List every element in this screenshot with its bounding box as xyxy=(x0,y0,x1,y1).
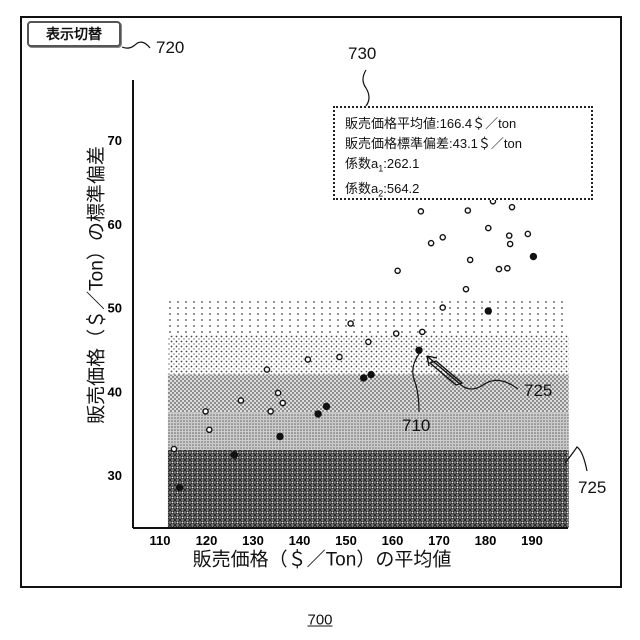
data-point-open[interactable] xyxy=(305,357,310,362)
data-point-open[interactable] xyxy=(203,409,208,414)
y-tick-label: 70 xyxy=(108,133,122,148)
ref-720: 720 xyxy=(156,38,184,58)
data-point-open[interactable] xyxy=(496,266,501,271)
data-point-open[interactable] xyxy=(276,390,281,395)
data-point-open[interactable] xyxy=(508,241,513,246)
data-point-open[interactable] xyxy=(440,305,445,310)
data-point-open[interactable] xyxy=(238,398,243,403)
data-point-filled[interactable] xyxy=(277,433,283,439)
info-coef-a2: 係数a2:564.2 xyxy=(345,179,591,204)
leader-730 xyxy=(363,70,369,106)
info-stddev: 販売価格標準偏差:43.1＄／ton xyxy=(345,134,591,154)
statistics-info-box: 販売価格平均値:166.4＄／ton 販売価格標準偏差:43.1＄／ton 係数… xyxy=(333,106,593,200)
data-point-open[interactable] xyxy=(440,235,445,240)
ref-710: 710 xyxy=(402,416,430,436)
y-tick-label: 60 xyxy=(108,217,122,232)
x-axis-title: 販売価格（＄／Ton）の平均値 xyxy=(193,545,452,572)
band-sparse-dots xyxy=(168,298,569,335)
selected-point-710[interactable] xyxy=(416,347,422,353)
ref-725-arrow: 725 xyxy=(524,381,552,401)
y-tick-labels: 30 40 50 60 70 xyxy=(108,133,122,483)
coef-value: :262.1 xyxy=(383,156,419,171)
band-crosshatch xyxy=(168,450,569,528)
data-point-open[interactable] xyxy=(418,209,423,214)
data-point-filled[interactable] xyxy=(315,411,321,417)
data-point-filled[interactable] xyxy=(323,403,329,409)
data-point-open[interactable] xyxy=(207,427,212,432)
data-point-open[interactable] xyxy=(428,241,433,246)
data-point-filled[interactable] xyxy=(485,308,491,314)
shaded-bands xyxy=(168,298,569,527)
ref-730: 730 xyxy=(348,44,376,64)
band-fine xyxy=(168,412,569,450)
coef-label: 係数a xyxy=(345,181,378,196)
leader-720 xyxy=(122,42,150,48)
data-point-open[interactable] xyxy=(468,257,473,262)
coef-value: :564.2 xyxy=(383,181,419,196)
data-point-open[interactable] xyxy=(486,225,491,230)
y-tick-label: 40 xyxy=(108,384,122,399)
band-dense-dots xyxy=(168,375,569,413)
data-point-open[interactable] xyxy=(171,446,176,451)
data-point-open[interactable] xyxy=(420,329,425,334)
data-point-open[interactable] xyxy=(280,400,285,405)
data-point-filled[interactable] xyxy=(360,375,366,381)
data-point-open[interactable] xyxy=(268,409,273,414)
data-point-open[interactable] xyxy=(525,231,530,236)
coef-label: 係数a xyxy=(345,156,378,171)
data-point-filled[interactable] xyxy=(176,484,182,490)
figure-number: 700 xyxy=(307,612,332,629)
info-coef-a1: 係数a1:262.1 xyxy=(345,154,591,179)
data-point-open[interactable] xyxy=(394,331,399,336)
data-point-filled[interactable] xyxy=(368,371,374,377)
data-point-open[interactable] xyxy=(507,233,512,238)
data-point-open[interactable] xyxy=(505,266,510,271)
data-point-open[interactable] xyxy=(465,208,470,213)
y-axis-title: 販売価格（＄／Ton）の標準偏差 xyxy=(82,146,109,424)
x-tick-label: 190 xyxy=(521,533,543,548)
data-point-open[interactable] xyxy=(395,268,400,273)
x-tick-label: 110 xyxy=(150,533,171,548)
info-mean: 販売価格平均値:166.4＄／ton xyxy=(345,114,591,134)
data-point-open[interactable] xyxy=(463,287,468,292)
data-point-open[interactable] xyxy=(264,367,269,372)
y-tick-label: 50 xyxy=(108,301,122,316)
data-point-open[interactable] xyxy=(509,205,514,210)
data-point-open[interactable] xyxy=(348,321,353,326)
y-tick-label: 30 xyxy=(108,468,122,483)
display-toggle-button[interactable]: 表示切替 xyxy=(27,21,121,47)
data-point-open[interactable] xyxy=(337,354,342,359)
ref-725-band: 725 xyxy=(578,478,606,498)
data-point-open[interactable] xyxy=(366,339,371,344)
data-point-filled[interactable] xyxy=(231,452,237,458)
data-point-filled[interactable] xyxy=(530,253,536,259)
x-tick-label: 180 xyxy=(475,533,497,548)
